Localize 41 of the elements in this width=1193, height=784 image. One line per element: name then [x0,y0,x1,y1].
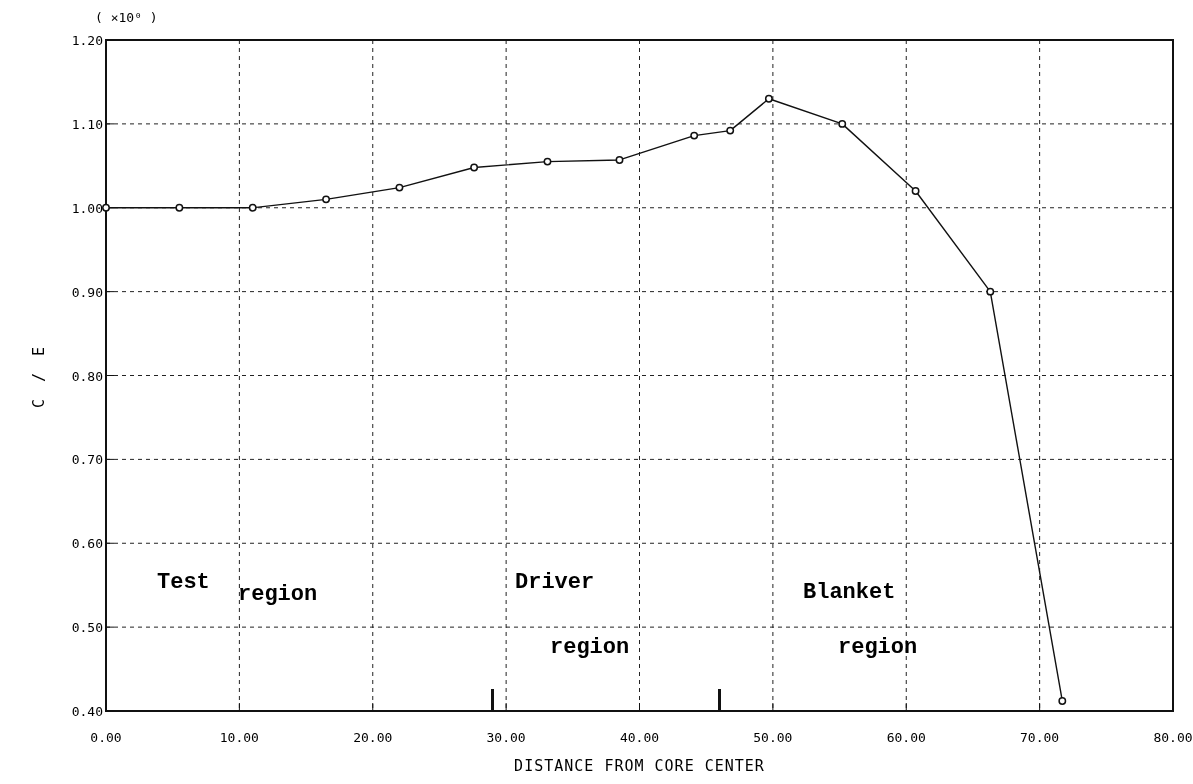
x-tick-label: 50.00 [753,730,793,745]
y-tick-label: 0.80 [71,368,103,384]
point [690,131,699,140]
point [726,126,735,135]
x-tick-label: 60.00 [886,730,926,745]
point [1058,696,1067,705]
point [322,195,331,204]
y-tick-label: 0.50 [71,620,103,636]
x-tick-label: 30.00 [486,730,526,745]
y-tick-label: 1.10 [71,116,103,132]
x-tick-label: 20.00 [353,730,393,745]
annotation: region [550,635,630,660]
x-tick-label: 0.00 [90,730,122,745]
point [470,163,479,172]
annotation: Blanket [803,580,896,605]
y-tick-label: 0.60 [71,536,103,552]
annotation: Test [157,570,210,595]
point [838,119,847,128]
x-tick-label: 40.00 [619,730,660,745]
point [986,287,995,296]
annotation: region [838,635,918,660]
point [248,203,257,212]
y-tick-label: 0.40 [71,704,103,719]
y-axis-title: C / E [30,342,48,409]
y-tick-label: 0.70 [71,452,103,468]
text: ( ×10⁰ ) [95,10,158,25]
point [175,203,184,212]
x-tick-label: 10.00 [219,730,259,745]
x-axis-title: DISTANCE FROM CORE CENTER [514,757,765,775]
annotation: region [238,582,318,607]
point [911,187,920,195]
point [764,94,773,103]
x-tick-label: 70.00 [1020,730,1060,745]
y-tick-label: 1.20 [71,33,103,48]
y-tick-label: 0.90 [71,284,103,300]
annotation: Driver [515,570,595,595]
x-tick-label: 80.00 [1153,730,1193,745]
point [543,157,552,166]
point [615,155,624,164]
point [395,183,404,192]
y-tick-label: 1.00 [71,200,103,216]
